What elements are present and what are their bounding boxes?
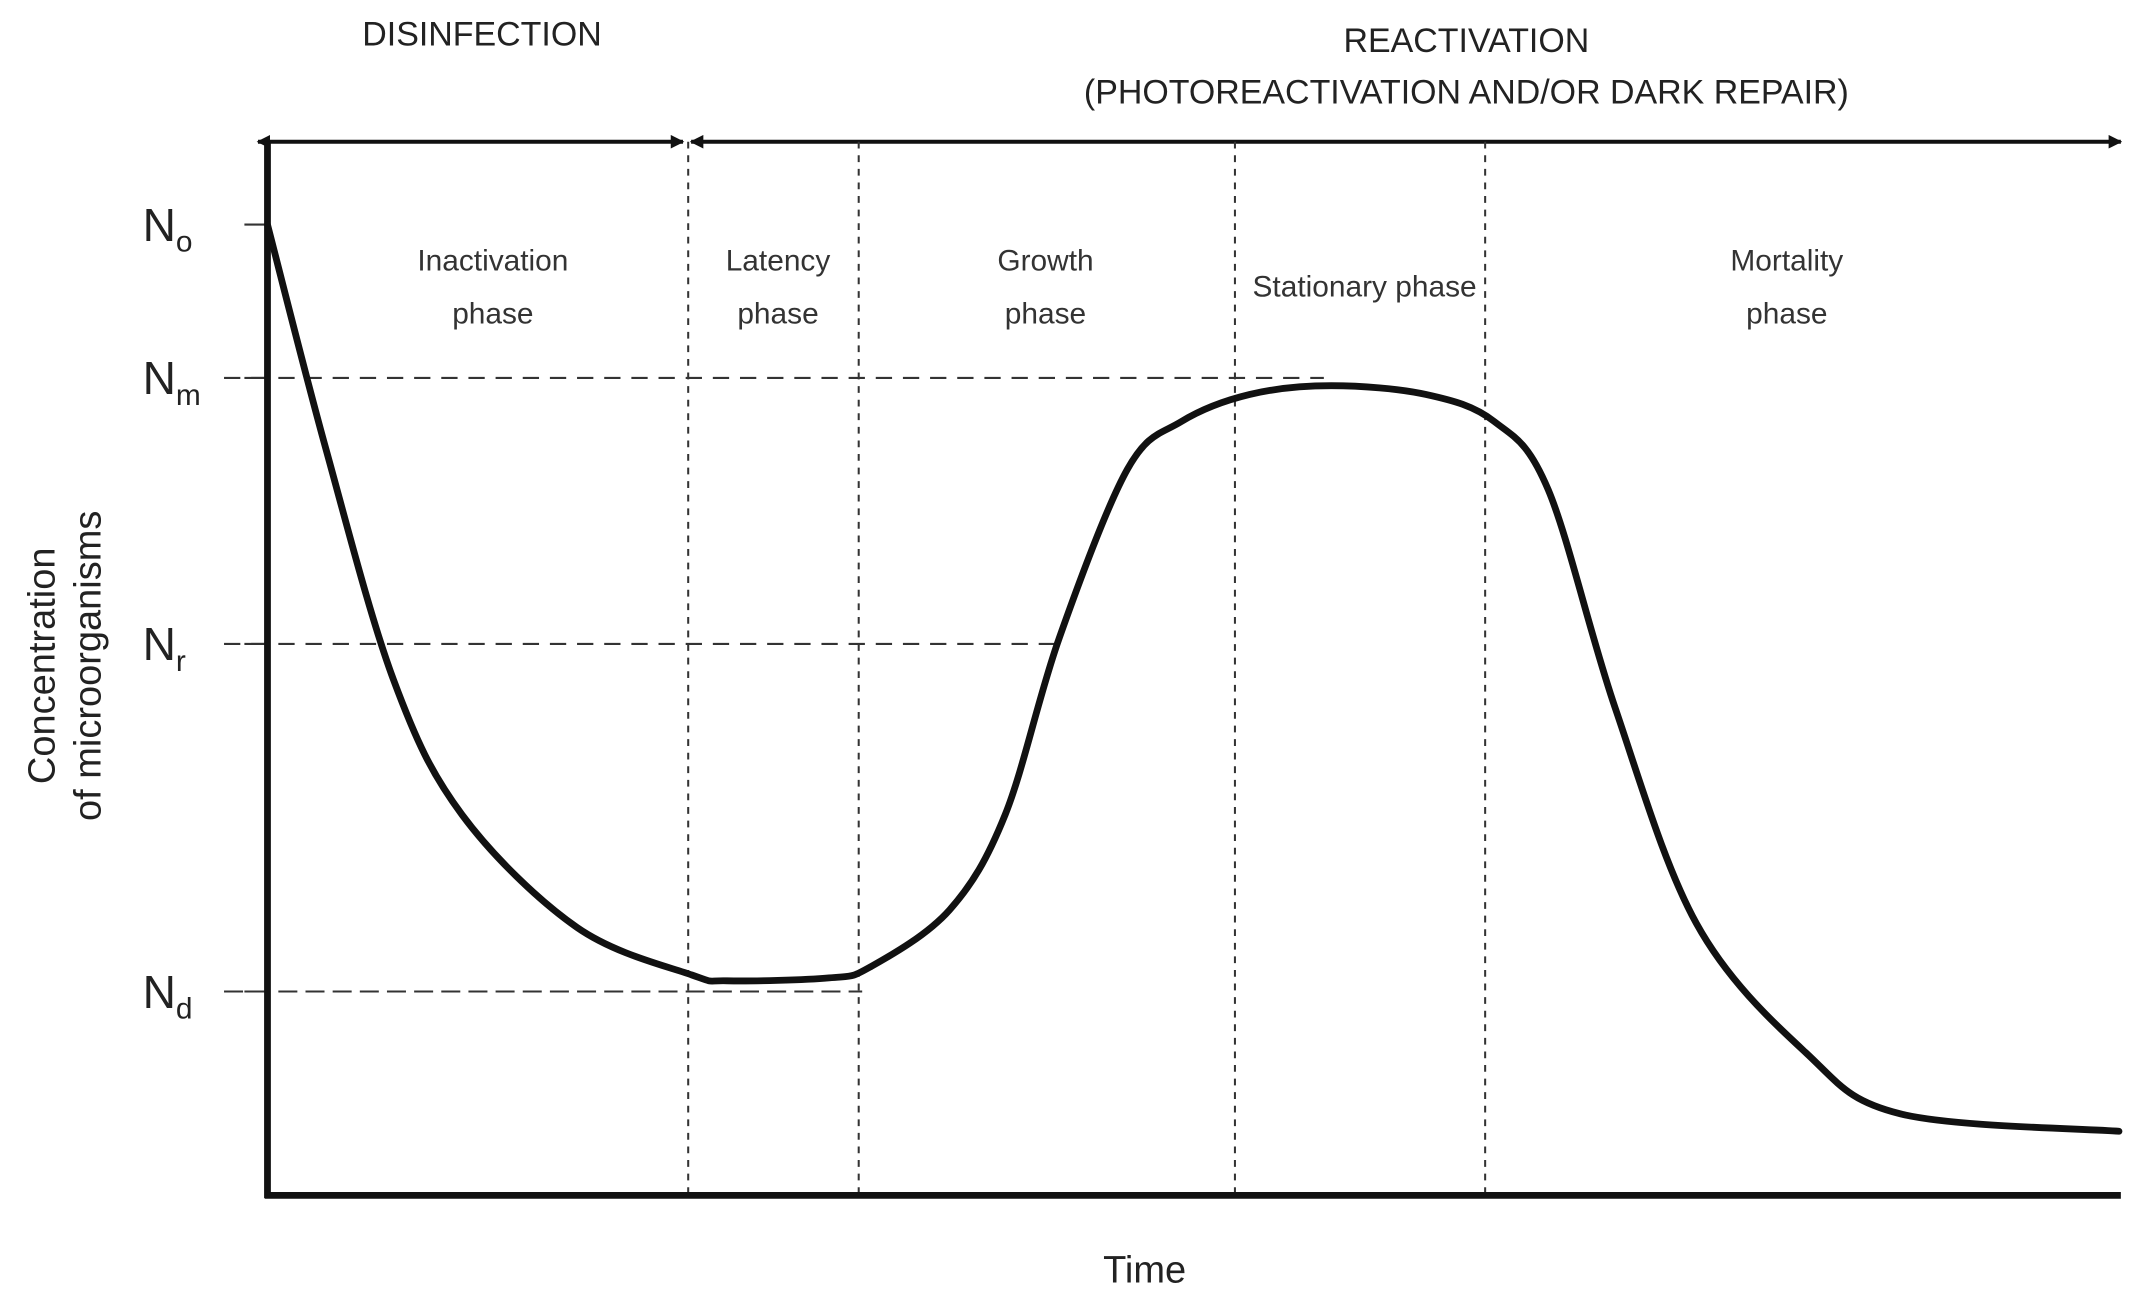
concentration-curve	[264, 221, 2123, 1135]
phase-label: Latency	[726, 245, 831, 278]
level-label-o: No	[143, 199, 193, 259]
level-label-d: Nd	[143, 966, 193, 1026]
phase-label: Mortality	[1730, 245, 1843, 278]
reactivation-sub-label: (PHOTOREACTIVATION AND/OR DARK REPAIR)	[1084, 74, 1849, 112]
phase-label-sub: phase	[1005, 298, 1086, 331]
reactivation-label: REACTIVATION	[1344, 22, 1590, 60]
phase-label: Stationary phase	[1253, 271, 1477, 304]
phase-label-sub: phase	[1746, 298, 1827, 331]
level-label-m: Nm	[143, 352, 201, 412]
y-axis-label-line2: of microorganisms	[67, 511, 109, 821]
x-axis-label: Time	[1103, 1249, 1186, 1291]
phase-label: Growth	[997, 245, 1093, 278]
y-axis-label-line1: Concentration	[21, 548, 63, 785]
phase-label-sub: phase	[452, 298, 533, 331]
disinfection-label: DISINFECTION	[362, 15, 601, 53]
phase-label: Inactivation	[417, 245, 568, 278]
level-label-r: Nr	[143, 618, 186, 678]
level-lines	[224, 223, 1324, 993]
phase-label-sub: phase	[737, 298, 818, 331]
